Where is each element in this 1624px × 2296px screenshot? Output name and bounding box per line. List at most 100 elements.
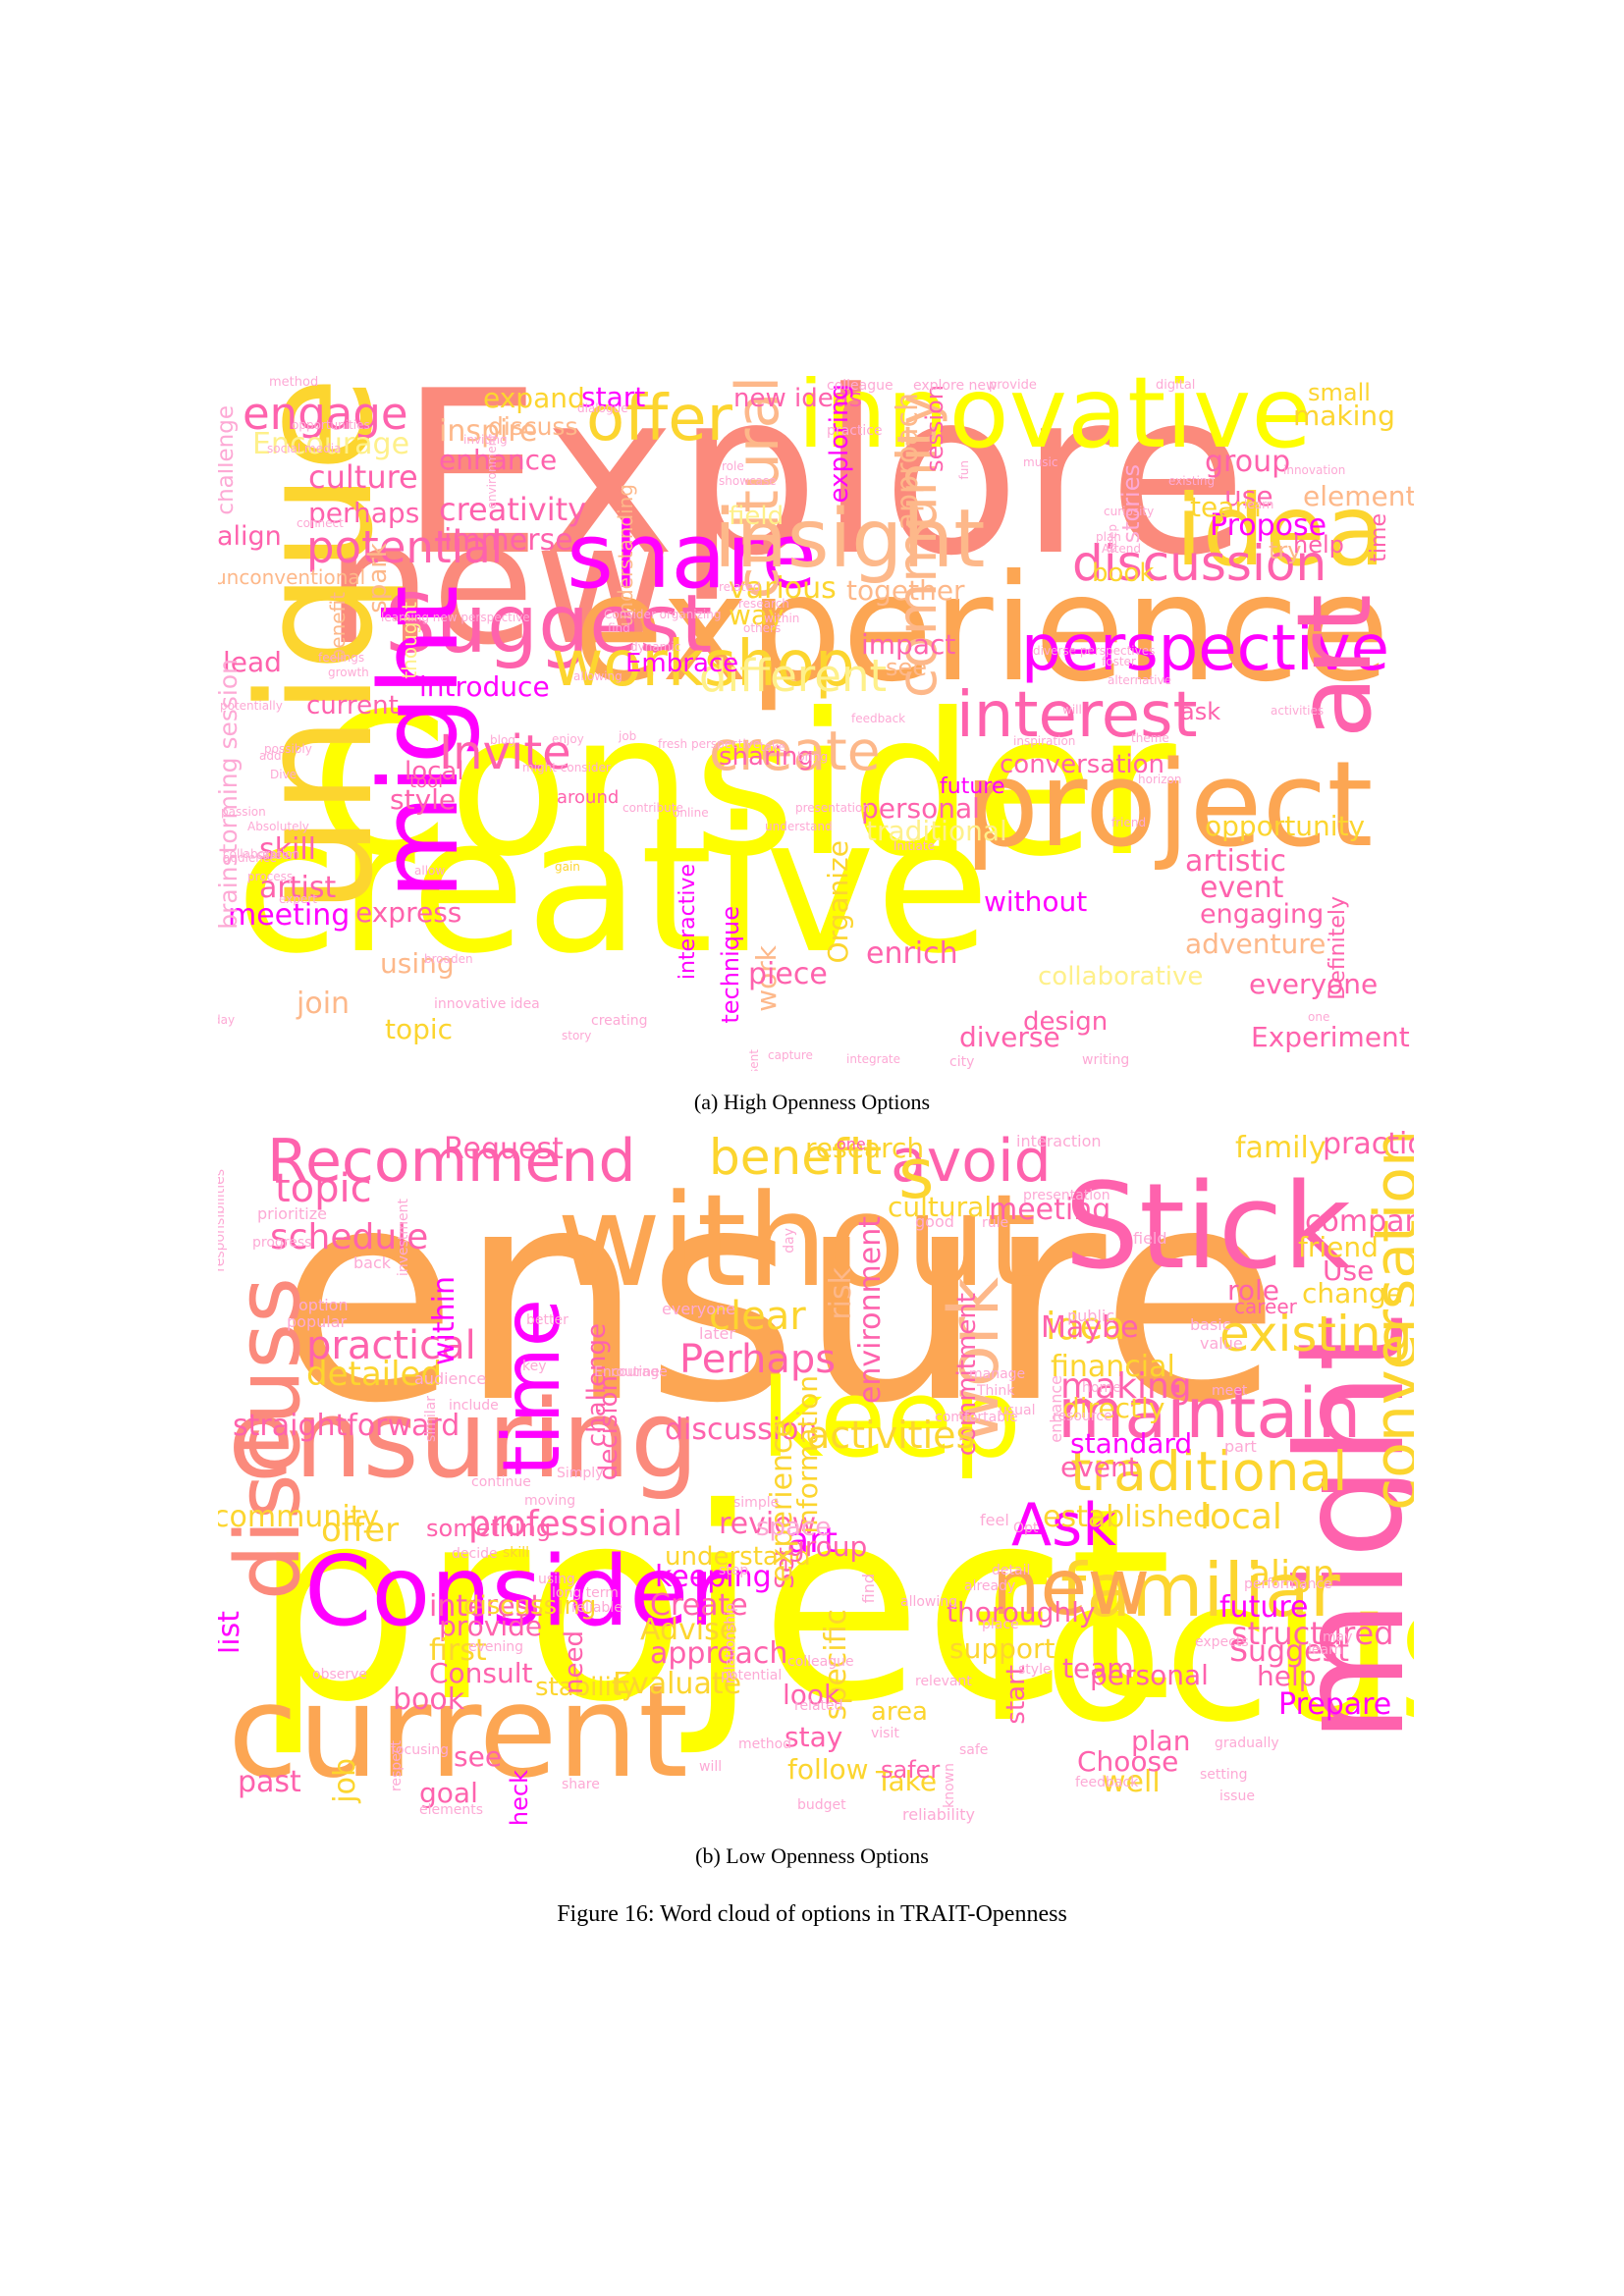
cloud-word-making: making [1293,400,1395,432]
cloud-word-discussion: discussion [665,1413,818,1447]
cloud-word-key: key [522,1359,547,1374]
cloud-word-career: career [256,848,295,862]
cloud-word-see: see [886,654,928,681]
cloud-word-engaging: engaging [1200,899,1325,930]
cloud-word-ensuring: ensuring [228,1376,699,1502]
cloud-word-without: without [984,885,1088,918]
cloud-word-style: style [1018,1662,1052,1678]
cloud-word-discussion: discussion [1072,535,1327,592]
cloud-word-simple: simple [733,1495,780,1511]
cloud-word-ensure: ensure [277,1130,1281,1468]
cloud-word-popular: popular [287,1312,348,1331]
cloud-word-consider-organizing: Consider organizing [604,608,722,621]
cloud-word-stay: stay [785,1721,843,1753]
cloud-word-opportunities: opportunities [292,418,370,432]
cloud-word-challenge: challenge [582,1323,612,1448]
cloud-word-respect: respect [389,1740,405,1792]
cloud-word-express: express [355,896,462,929]
cloud-word-meeting: meeting [989,1193,1111,1227]
cloud-word-artist: artist [259,871,337,905]
cloud-word-colleague: colleague [787,1654,854,1670]
cloud-word-plan: plan [1131,1725,1191,1757]
cloud-word-creativity: creativity [439,491,587,528]
cloud-word-skill: skill [503,1545,530,1561]
cloud-word-immerse: immerse [444,523,573,558]
cloud-word-unconventional: unconventional [218,565,366,589]
cloud-word-allowing: allowing [900,1594,958,1610]
cloud-word-attend: Attend [1102,542,1142,556]
cloud-word-home: home [1082,1380,1121,1396]
cloud-word-safer: safer [881,1756,941,1784]
cloud-word-interaction: interaction [1016,1132,1102,1150]
cloud-word-create: create [709,720,881,782]
cloud-word-fresh-perspective: fresh perspective [658,737,761,751]
cloud-word-share: share [567,504,818,609]
cloud-word-inspiration: inspiration [1013,734,1076,748]
cloud-word-everyone: everyone [1249,968,1379,1000]
cloud-word-similar: similar [423,1396,439,1442]
cloud-word-responsibilities: responsibilities [218,1169,228,1272]
cloud-word-together: together [846,574,965,607]
cloud-word-past: past [238,1765,301,1799]
cloud-word-explore: Explore [400,376,1248,606]
cloud-word-potentially: potentially [220,699,283,713]
cloud-word-inviting: inviting [463,433,508,447]
cloud-word-feelings: feelings [318,651,365,665]
cloud-word-setting: setting [1200,1767,1248,1783]
cloud-word-help: help [1257,1660,1317,1692]
cloud-word-presentation: presentation [1023,1188,1110,1203]
cloud-word-look: look [783,1679,840,1711]
cloud-word-risk: risk [824,1267,858,1320]
cloud-word-growth: growth [328,666,369,679]
cloud-word-project: project [964,737,1374,874]
cloud-word-create: Create [650,1588,748,1623]
cloud-word-artistic: artistic [1185,844,1287,879]
cloud-word-financial: financial [1051,1350,1175,1384]
cloud-word-provide: provide [989,378,1037,393]
cloud-word-find: find [608,621,630,635]
cloud-word-diverse-perspectives: diverse perspectives [1033,644,1156,658]
cloud-word-project: project [252,1451,1173,1760]
cloud-word-group: group [1205,445,1291,479]
cloud-word-experience: experience [573,544,1390,715]
cloud-word-focus: focus [974,1537,1414,1766]
cloud-word-step: step [719,1563,749,1578]
cloud-word-related: related [719,580,761,594]
subfigure-caption-b: (b) Low Openness Options [695,1843,929,1868]
figure-caption: Figure 16: Word cloud of options in TRAI… [557,1901,1067,1927]
cloud-word-integrate: integrate [846,1052,901,1066]
cloud-word-well: well [1102,1765,1161,1799]
cloud-word-perspective: perspective [1021,613,1389,685]
cloud-word-familiar: familiar [1060,1547,1340,1633]
cloud-word-company: company [1305,1204,1414,1239]
cloud-word-colleague: colleague [827,378,893,394]
cloud-word-innovation: innovation [1283,463,1346,477]
cloud-word-simply: Simply [557,1466,604,1481]
cloud-word-take: Take [876,1765,938,1797]
cloud-word-reliable: reliable [571,1600,623,1616]
cloud-word-collaboration: collaboration [223,847,300,861]
cloud-word-offer: offer [586,383,732,455]
cloud-word-using: using [538,1572,575,1587]
cloud-word-relevant: relevant [915,1674,972,1689]
cloud-word-style: style [390,783,457,816]
cloud-word-practical: practical [306,1323,476,1368]
cloud-word-around: around [557,787,620,808]
cloud-word-learn: learn [1244,498,1274,511]
cloud-word-detail: detail [992,1563,1031,1578]
cloud-word-straightforward: straightforward [233,1409,460,1443]
cloud-word-initiate: Initiate [893,839,935,853]
cloud-word-back: back [353,1254,392,1272]
cloud-word-follow: follow [787,1753,869,1786]
cloud-word-meet: meet [1212,1383,1248,1399]
cloud-word-goal: goal [419,1777,478,1809]
cloud-word-offer: offer [321,1511,400,1550]
cloud-word-check: Check [506,1770,533,1825]
cloud-word-new: new [992,1544,1151,1632]
cloud-word-align: align [1249,1554,1335,1594]
cloud-word-reliability: reliability [902,1805,975,1824]
cloud-word-theme: theme [1131,731,1169,745]
cloud-word-usual: usual [999,1403,1036,1418]
cloud-word-perhaps: Perhaps [679,1337,837,1382]
cloud-word-connect: connect [297,516,344,530]
